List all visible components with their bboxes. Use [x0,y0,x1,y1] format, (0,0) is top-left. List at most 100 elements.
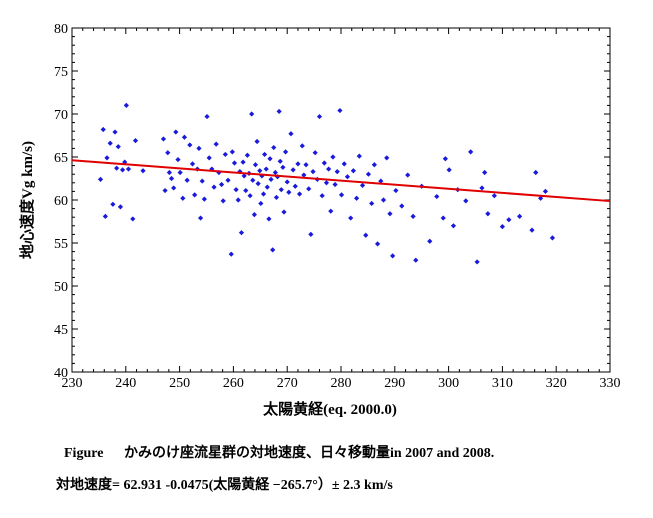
data-point [225,177,231,183]
x-tick-label: 250 [169,376,190,391]
x-tick-label: 240 [115,376,136,391]
data-point [213,141,219,147]
data-point [374,241,381,247]
data-point [181,134,188,140]
data-point [312,150,318,156]
data-point [369,200,375,207]
data-point [233,187,239,193]
y-tick-label: 65 [54,151,68,166]
data-point [250,177,256,183]
data-point [107,140,113,146]
data-point [363,232,369,238]
data-point [332,181,338,188]
y-tick-label: 40 [54,366,68,381]
data-point [123,102,129,108]
data-points [97,102,556,265]
data-point [260,191,267,197]
data-point [413,257,419,263]
data-point [258,200,264,207]
data-point [319,193,325,199]
data-point [130,216,136,222]
data-point [270,247,276,253]
data-point [173,129,179,135]
data-point [549,235,556,241]
data-point [228,251,234,257]
data-point [288,131,294,137]
data-point [222,151,228,158]
data-point [110,201,116,207]
data-point [350,168,356,174]
data-point [278,187,284,193]
x-tick-label: 310 [492,376,513,391]
data-point [292,183,298,189]
data-point [243,187,249,194]
y-tick-label: 50 [54,280,68,295]
data-point [268,176,274,182]
data-point [252,162,259,168]
data-point [356,153,362,159]
figure-label: Figure [64,446,104,461]
data-point [308,231,314,237]
data-point [334,169,340,175]
data-point [491,193,497,199]
data-point [100,126,106,133]
data-point [354,195,360,201]
data-point [537,195,544,201]
x-axis-title: 太陽黄経(eq. 2000.0) [263,400,397,418]
data-point [533,169,539,176]
data-point [171,185,177,191]
data-point [499,224,505,230]
data-point [231,160,238,166]
data-point [303,162,309,168]
data-point [301,172,307,178]
data-point [359,182,366,188]
data-point [463,198,469,204]
data-point [286,189,292,195]
data-point [235,197,241,203]
data-point [296,191,303,197]
data-point [384,155,390,161]
data-point [197,215,204,221]
data-point [378,178,384,184]
data-point [316,113,323,120]
data-point [168,175,175,182]
data-point [338,192,345,198]
data-point [446,167,452,173]
data-point [112,129,118,135]
data-point [114,165,120,171]
data-point [218,181,225,188]
y-tick-label: 80 [54,22,68,37]
x-tick-label: 330 [600,376,621,391]
y-tick-label: 55 [54,237,68,252]
data-point [380,197,387,203]
data-point [271,144,277,151]
data-point [196,145,202,151]
data-point [263,166,269,172]
data-point [220,198,226,204]
data-point [238,230,245,236]
data-point [442,156,448,162]
data-point [160,136,167,142]
data-point [140,168,146,174]
trend-line [71,159,611,203]
data-point [529,227,535,233]
x-tick-label: 260 [223,376,244,391]
data-point [255,181,261,187]
data-point [542,188,549,194]
data-point [427,238,433,244]
data-point [102,213,108,219]
data-point [104,155,110,161]
data-point [257,168,263,174]
data-point [410,213,416,219]
data-point [330,154,336,160]
x-tick-label: 300 [438,376,459,391]
data-point [399,203,405,209]
data-point [390,253,396,259]
data-point [479,185,485,191]
y-tick-label: 45 [54,323,68,338]
y-axis-title: 地心速度Vg km/s) [18,141,36,259]
data-point [323,180,330,186]
data-point [290,167,296,173]
data-point [244,152,250,158]
